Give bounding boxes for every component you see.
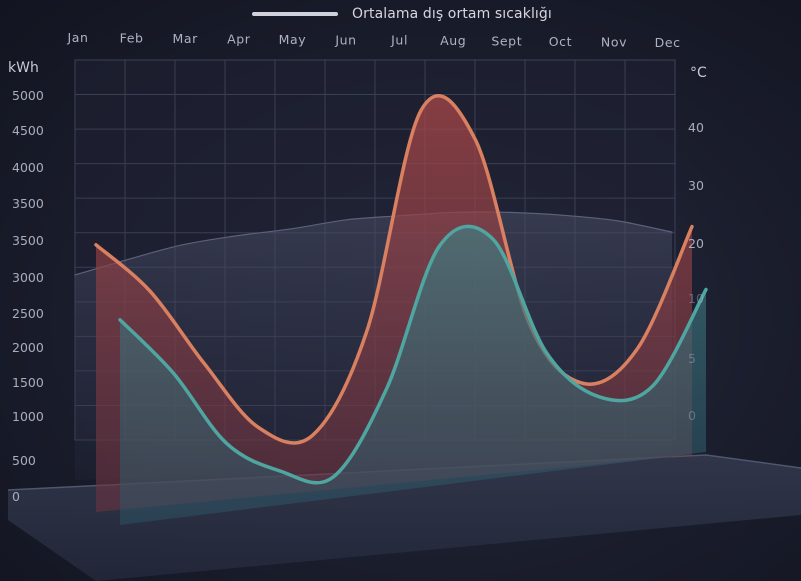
y-left-tick-label: 3500: [12, 233, 44, 248]
y-left-unit-label: kWh: [8, 60, 39, 76]
x-tick-label: Nov: [601, 35, 627, 50]
y-right-tick-label: 10: [688, 291, 704, 306]
legend: Ortalama dış ortam sıcaklığı: [252, 3, 552, 25]
y-right-tick-label: 0: [688, 408, 696, 423]
x-tick-label: Jun: [334, 32, 356, 47]
teal-series-area: [120, 226, 706, 525]
teal-series-line: [118, 224, 708, 485]
y-left-tick-label: 0: [12, 489, 20, 504]
y-right-tick-label: 40: [688, 120, 704, 135]
y-left-tick-label: 4000: [12, 160, 44, 175]
x-tick-label: Sept: [491, 34, 522, 49]
y-left-tick-label: 2000: [12, 340, 44, 355]
y-left-tick-label: 4500: [12, 123, 44, 138]
y-right-tick-label: 5: [688, 351, 696, 366]
y-left-tick-label: 5000: [12, 88, 44, 103]
y-left-tick-label: 3500: [12, 196, 44, 211]
temperature-series-line: [74, 211, 673, 276]
x-tick-label: May: [279, 32, 307, 47]
y-left-tick-label: 500: [12, 453, 36, 468]
y-right-tick-label: 20: [688, 236, 704, 251]
x-tick-label: Dec: [655, 35, 681, 50]
x-tick-label: Oct: [549, 34, 572, 49]
x-tick-label: Jul: [390, 33, 408, 48]
x-tick-label: Jan: [66, 30, 88, 45]
legend-label: Ortalama dış ortam sıcaklığı: [352, 6, 552, 22]
x-tick-label: Feb: [120, 30, 144, 45]
red-series-line: [94, 94, 694, 445]
y-left-tick-label: 3000: [12, 270, 44, 285]
y-left-tick-label: 1500: [12, 375, 44, 390]
x-tick-label: Apr: [227, 31, 251, 46]
legend-line-swatch: [252, 12, 338, 16]
x-tick-label: Mar: [173, 31, 199, 46]
y-right-tick-label: 30: [688, 178, 704, 193]
y-left-tick-label: 1000: [12, 409, 44, 424]
y-left-tick-label: 2500: [12, 306, 44, 321]
y-right-unit-label: °C: [690, 65, 707, 81]
x-tick-label: Aug: [440, 33, 466, 48]
